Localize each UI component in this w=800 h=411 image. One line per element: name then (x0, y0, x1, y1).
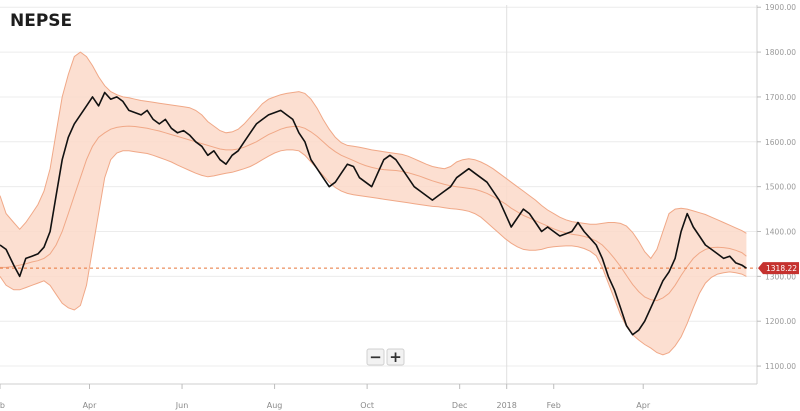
y-tick-label: 1500.00 (765, 183, 796, 192)
x-tick-label: Dec (452, 401, 467, 410)
price-series (0, 91, 747, 336)
y-tick-label: 1600.00 (765, 138, 796, 147)
zoom-in-label: + (389, 348, 402, 366)
last-value-badge-bg (758, 262, 799, 275)
y-tick-label: 1100.00 (765, 362, 796, 371)
x-tick-label: eb (0, 401, 5, 410)
y-tick-label: 1200.00 (765, 317, 796, 326)
x-tick-label: 2018 (497, 401, 517, 410)
zoom-in-button[interactable]: + (386, 348, 405, 366)
x-tick-label: Jun (175, 401, 189, 410)
y-tick-label: 1800.00 (765, 48, 796, 57)
x-tick-label: Aug (267, 401, 283, 410)
zoom-out-label: − (369, 348, 382, 366)
x-tick-label: Apr (636, 401, 651, 410)
x-tick-label: Oct (360, 401, 374, 410)
last-value-label: 1318.22 (766, 264, 797, 273)
band-upper-line (0, 51, 747, 260)
x-axis: eb Apr Jun Aug Oct Dec 2018 Feb Apr (0, 383, 757, 410)
bollinger-band (0, 51, 747, 356)
y-axis: 1100.00 1200.00 1300.00 1400.00 1500.00 1600.… (756, 3, 796, 384)
y-tick-label: 1900.00 (765, 3, 796, 12)
x-tick-label: Apr (83, 401, 98, 410)
y-tick-label: 1300.00 (765, 272, 796, 281)
y-tick-label: 1700.00 (765, 93, 796, 102)
y-tick-label: 1400.00 (765, 228, 796, 237)
zoom-out-button[interactable]: − (366, 348, 385, 366)
x-tick-label: Feb (547, 401, 561, 410)
band-lower-line (0, 149, 747, 356)
last-value-badge: 1318.22 (758, 262, 799, 275)
band-mid-line (0, 125, 747, 302)
chart-title: NEPSE (10, 11, 72, 31)
price-line (0, 91, 747, 336)
band-area (0, 52, 747, 355)
